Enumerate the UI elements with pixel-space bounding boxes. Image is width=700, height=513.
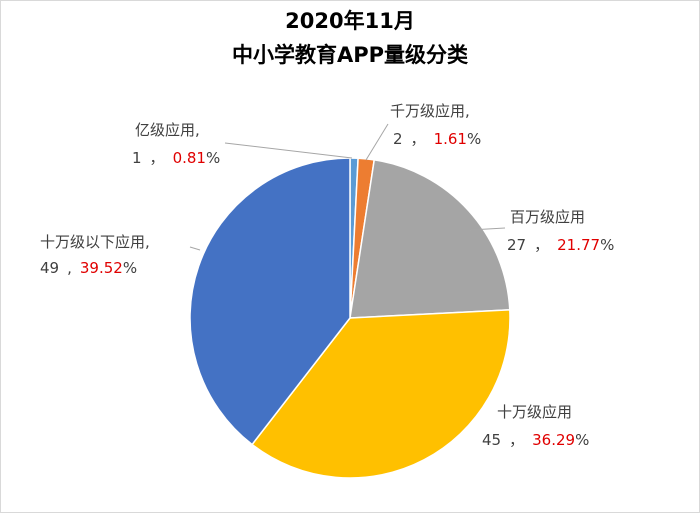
- separator: ，: [150, 149, 165, 167]
- slice-percent: 0.81: [173, 149, 206, 167]
- leader-line: [365, 123, 389, 161]
- slice-label-name: 亿级应用,: [135, 121, 200, 139]
- slice-label-value: 1 ， 0.81%: [132, 149, 220, 167]
- slice-label-name: 千万级应用,: [390, 102, 470, 120]
- slice-label-value: 27 ， 21.77%: [507, 236, 614, 254]
- slice-label-name: 百万级应用: [510, 208, 585, 226]
- leader-line: [224, 142, 353, 159]
- slice-percent: 1.61: [434, 130, 467, 148]
- percent-unit: %: [575, 431, 589, 449]
- pie-slice: [349, 158, 511, 319]
- separator: ，: [509, 431, 524, 449]
- slice-label-name: 十万级应用: [497, 403, 572, 421]
- separator: ,: [67, 259, 72, 277]
- slice-value: 1: [132, 149, 142, 167]
- separator: ，: [411, 130, 426, 148]
- slice-label-value: 45 ， 36.29%: [482, 431, 589, 449]
- slice-label-name: 十万级以下应用,: [40, 233, 150, 251]
- percent-unit: %: [206, 149, 220, 167]
- slice-value: 49: [40, 259, 59, 277]
- slice-label-value: 49, 39.52%: [40, 259, 137, 277]
- slice-percent: 21.77: [557, 236, 600, 254]
- slice-percent: 39.52: [80, 259, 123, 277]
- slice-label-value: 2 ， 1.61%: [393, 130, 481, 148]
- pie-slice: [189, 157, 351, 446]
- separator: ，: [534, 236, 549, 254]
- slice-value: 2: [393, 130, 403, 148]
- percent-unit: %: [467, 130, 481, 148]
- percent-unit: %: [123, 259, 137, 277]
- chart-title: 2020年11月: [285, 9, 415, 33]
- leader-line: [469, 227, 506, 231]
- pie-slice: [251, 309, 511, 479]
- chart-subtitle: 中小学教育APP量级分类: [232, 43, 469, 67]
- slice-value: 45: [482, 431, 501, 449]
- slice-value: 27: [507, 236, 526, 254]
- slice-percent: 36.29: [532, 431, 575, 449]
- percent-unit: %: [600, 236, 614, 254]
- leader-line: [189, 246, 201, 251]
